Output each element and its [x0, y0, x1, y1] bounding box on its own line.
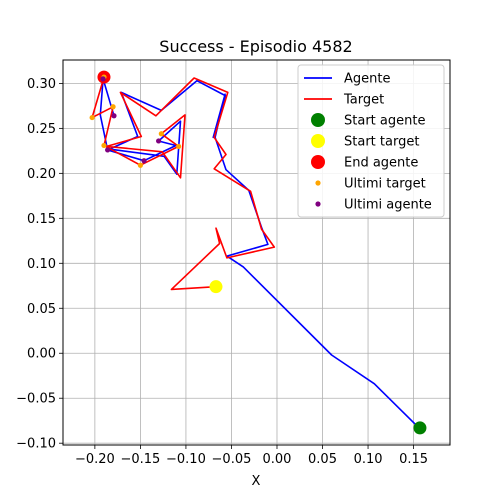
ultimi-agente-point: [111, 113, 117, 119]
x-tick-label: −0.20: [75, 452, 115, 467]
legend-label-agente: Agente: [344, 72, 390, 87]
plot-frame: [62, 59, 451, 446]
legend-label-start-target: Start target: [344, 135, 419, 150]
legend-swatch-start-agente: [311, 113, 325, 127]
ultimi-target-point: [110, 104, 116, 110]
legend: Agente Target Start agente Start target End …: [297, 64, 445, 218]
legend-label-ultimi-target: Ultimi target: [344, 177, 426, 192]
y-tick-label: 0.20: [27, 167, 56, 182]
target-line: [91, 76, 276, 291]
legend-label-start-agente: Start agente: [344, 114, 425, 129]
y-tick-label: 0.15: [27, 212, 56, 227]
x-tick-label: −0.05: [212, 452, 252, 467]
x-axis-label: X: [252, 474, 261, 489]
legend-swatch-ultimi-agente: [315, 201, 321, 207]
ultimi-agente-point: [156, 138, 162, 144]
legend-box: [297, 64, 445, 218]
ultimi-target-point: [89, 114, 95, 121]
x-tick-label: 0.15: [399, 452, 428, 467]
ultimi-target-point: [158, 131, 164, 137]
y-tick-label: −0.05: [16, 392, 56, 407]
start-agente-point: [413, 421, 427, 435]
plot-series: [89, 70, 427, 435]
x-tick-label: −0.15: [120, 452, 160, 467]
chart-title: Success - Episodio 4582: [159, 37, 352, 56]
y-tick-label: 0.30: [27, 77, 56, 92]
axis-ticks: −0.20 −0.15 −0.10 −0.05 0.00 0.05 0.10 0.15 −0.1…: [16, 77, 428, 467]
y-tick-label: 0.05: [27, 302, 56, 317]
ultimi-agente-point: [100, 76, 106, 82]
y-tick-label: −0.10: [16, 437, 56, 452]
agente-line: [99, 78, 420, 429]
ultimi-agente-point: [105, 147, 111, 153]
x-tick-label: 0.10: [354, 452, 383, 467]
legend-label-end-agente: End agente: [344, 156, 418, 171]
start-target-point: [209, 280, 223, 294]
legend-swatch-start-target: [311, 134, 325, 148]
y-tick-label: 0.25: [27, 122, 56, 137]
legend-swatch-ultimi-target: [315, 180, 321, 186]
ultimi-target-point: [101, 142, 107, 149]
x-tick-label: 0.00: [263, 452, 292, 467]
x-tick-label: −0.10: [166, 452, 206, 467]
legend-swatch-end-agente: [311, 155, 325, 169]
ultimi-agente-point: [141, 158, 147, 164]
ultimi-target-point: [176, 143, 182, 149]
ultimi-target-point: [137, 162, 143, 168]
y-tick-label: 0.10: [27, 257, 56, 272]
y-tick-label: 0.00: [27, 347, 56, 362]
x-tick-label: 0.05: [308, 452, 337, 467]
legend-label-target: Target: [343, 93, 384, 108]
legend-label-ultimi-agente: Ultimi agente: [344, 198, 432, 213]
